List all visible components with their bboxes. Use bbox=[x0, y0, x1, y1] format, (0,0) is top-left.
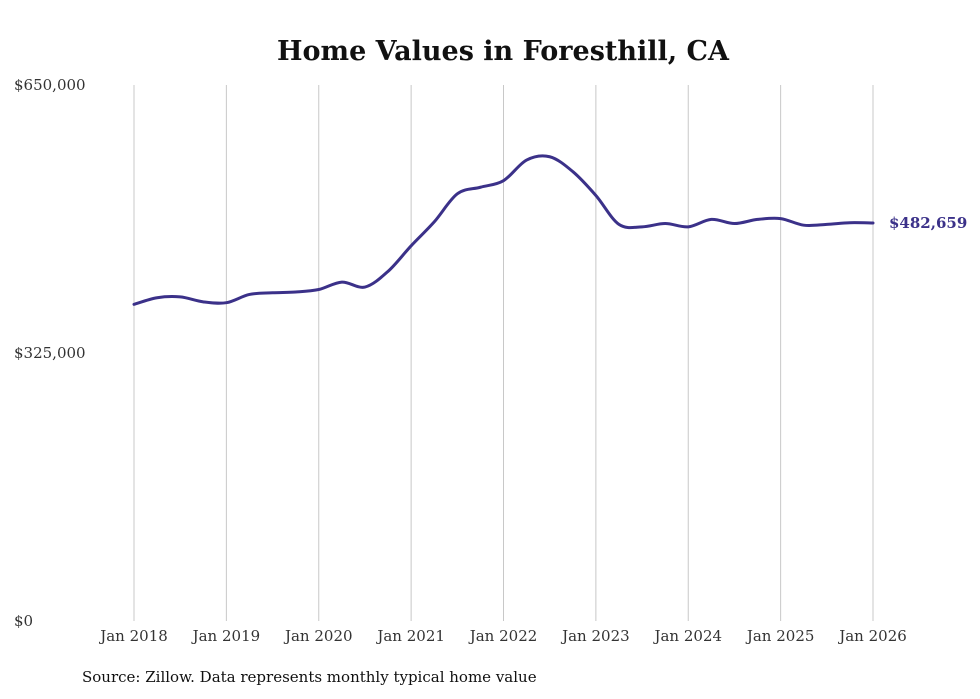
y-tick-label: $0 bbox=[14, 612, 33, 630]
x-axis: Jan 2018 Jan 2019 Jan 2020 Jan 2021 Jan 2022… bbox=[98, 627, 907, 645]
x-tick-label: Jan 2021 bbox=[375, 627, 445, 645]
grid bbox=[133, 85, 874, 621]
chart-title: Home Values in Foresthill, CA bbox=[277, 36, 730, 67]
x-tick-label: Jan 2018 bbox=[98, 627, 168, 645]
series-line bbox=[132, 154, 875, 306]
x-tick-label: Jan 2023 bbox=[560, 627, 630, 645]
x-tick-label: Jan 2019 bbox=[191, 627, 261, 645]
x-tick-label: Jan 2025 bbox=[745, 627, 815, 645]
x-tick-label: Jan 2020 bbox=[283, 627, 353, 645]
series: $482,659 bbox=[132, 154, 967, 306]
y-tick-label: $650,000 bbox=[14, 76, 86, 94]
x-tick-label: Jan 2024 bbox=[652, 627, 722, 645]
end-value-label: $482,659 bbox=[889, 214, 967, 232]
x-tick-label: Jan 2026 bbox=[837, 627, 907, 645]
y-axis: $0 $325,000 $650,000 bbox=[14, 76, 86, 630]
source-note: Source: Zillow. Data represents monthly … bbox=[82, 668, 537, 686]
x-tick-label: Jan 2022 bbox=[468, 627, 538, 645]
y-tick-label: $325,000 bbox=[14, 344, 86, 362]
